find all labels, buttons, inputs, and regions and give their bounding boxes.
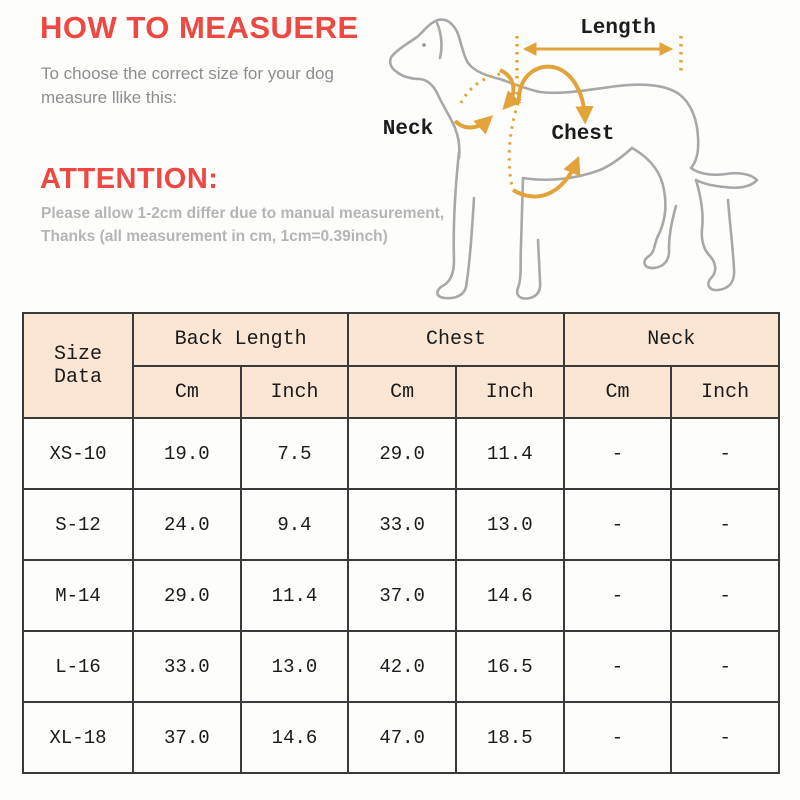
size-table: Size Data Back Length Chest Neck Cm Inch…	[22, 312, 781, 774]
value-cell: 37.0	[347, 559, 457, 632]
value-cell: 24.0	[132, 488, 242, 561]
size-cell: M-14	[22, 559, 134, 632]
neck-label: Neck	[383, 118, 433, 141]
value-cell: -	[670, 630, 780, 703]
value-cell: 16.5	[454, 630, 565, 703]
group-header-chest: Chest	[347, 312, 565, 367]
value-cell: 29.0	[132, 559, 242, 632]
withers-arrow	[499, 68, 522, 111]
size-cell: XL-18	[22, 701, 134, 774]
value-cell: 29.0	[347, 417, 457, 490]
value-cell: 19.0	[132, 417, 242, 490]
group-header-neck: Neck	[562, 312, 781, 367]
value-cell: -	[562, 701, 673, 774]
table-row-xl-18: XL-18 37.0 14.6 47.0 18.5 - -	[22, 701, 780, 774]
dog-illustration	[388, 18, 759, 300]
table-row-l-16: L-16 33.0 13.0 42.0 16.5 - -	[22, 630, 780, 703]
value-cell: 13.0	[454, 488, 565, 561]
value-cell: 47.0	[347, 701, 457, 774]
value-cell: 11.4	[454, 417, 565, 490]
value-cell: 37.0	[132, 701, 242, 774]
group-header-back-length: Back Length	[131, 312, 350, 367]
dog-measurement-diagram: Length Neck Chest	[383, 17, 759, 300]
dog-eye	[422, 43, 426, 47]
value-cell: 18.5	[454, 701, 565, 774]
attention-title: ATTENTION:	[40, 163, 219, 195]
unit-header-back-cm: Cm	[132, 365, 242, 419]
value-cell: -	[670, 701, 780, 774]
size-cell: S-12	[22, 488, 134, 561]
attention-note: Please allow 1-2cm differ due to manual …	[41, 202, 444, 249]
unit-header-chest-inch: Inch	[454, 365, 565, 419]
table-row-m-14: M-14 29.0 11.4 37.0 14.6 - -	[22, 559, 780, 632]
value-cell: -	[562, 417, 673, 490]
measurement-annotations	[453, 36, 683, 199]
unit-header-back-inch: Inch	[239, 365, 350, 419]
table-row-xs-10: XS-10 19.0 7.5 29.0 11.4 - -	[22, 417, 780, 490]
chest-arrow-lower	[511, 155, 581, 199]
value-cell: 14.6	[239, 701, 350, 774]
value-cell: -	[670, 417, 780, 490]
value-cell: -	[562, 559, 673, 632]
chest-arrow-upper	[516, 64, 594, 125]
value-cell: 13.0	[239, 630, 350, 703]
size-cell: XS-10	[22, 417, 134, 490]
neck-arrow	[453, 115, 494, 135]
dog-back-outline	[388, 18, 700, 170]
value-cell: 11.4	[239, 559, 350, 632]
attention-line-2: Thanks (all measurement in cm, 1cm=0.39i…	[41, 228, 388, 246]
unit-header-neck-inch: Inch	[670, 365, 780, 419]
value-cell: -	[562, 630, 673, 703]
unit-header-neck-cm: Cm	[562, 365, 673, 419]
table-row-s-12: S-12 24.0 9.4 33.0 13.0 - -	[22, 488, 780, 561]
neck-dashed-arc	[459, 72, 501, 104]
size-cell: L-16	[22, 630, 134, 703]
chest-label: Chest	[551, 123, 614, 146]
chest-dashed-arc	[507, 102, 520, 191]
dog-ear-line	[435, 21, 443, 60]
length-label: Length	[580, 17, 656, 40]
subtitle-line-1: To choose the correct size for your dog	[41, 64, 334, 83]
value-cell: -	[670, 488, 780, 561]
corner-cell-size-data: Size Data	[22, 312, 134, 419]
value-cell: 33.0	[347, 488, 457, 561]
subtitle: To choose the correct size for your dog …	[41, 62, 334, 110]
dog-front-leg-far	[515, 176, 542, 300]
subtitle-line-2: measure llike this:	[41, 88, 178, 108]
value-cell: 42.0	[347, 630, 457, 703]
value-cell: 7.5	[239, 417, 350, 490]
dog-hind-leg-near	[630, 146, 678, 270]
dog-throat-line	[396, 71, 461, 160]
dog-tail	[689, 166, 759, 190]
value-cell: 14.6	[454, 559, 565, 632]
attention-line-1: Please allow 1-2cm differ due to manual …	[41, 205, 445, 222]
dog-front-leg-near	[436, 150, 476, 300]
dog-belly-line	[521, 146, 634, 182]
value-cell: -	[562, 488, 673, 561]
value-cell: 33.0	[132, 630, 242, 703]
unit-header-chest-cm: Cm	[347, 365, 457, 419]
value-cell: -	[670, 559, 780, 632]
dog-hind-leg-far	[694, 178, 736, 292]
page-title: HOW TO MEASUERE	[40, 10, 359, 45]
value-cell: 9.4	[239, 488, 350, 561]
